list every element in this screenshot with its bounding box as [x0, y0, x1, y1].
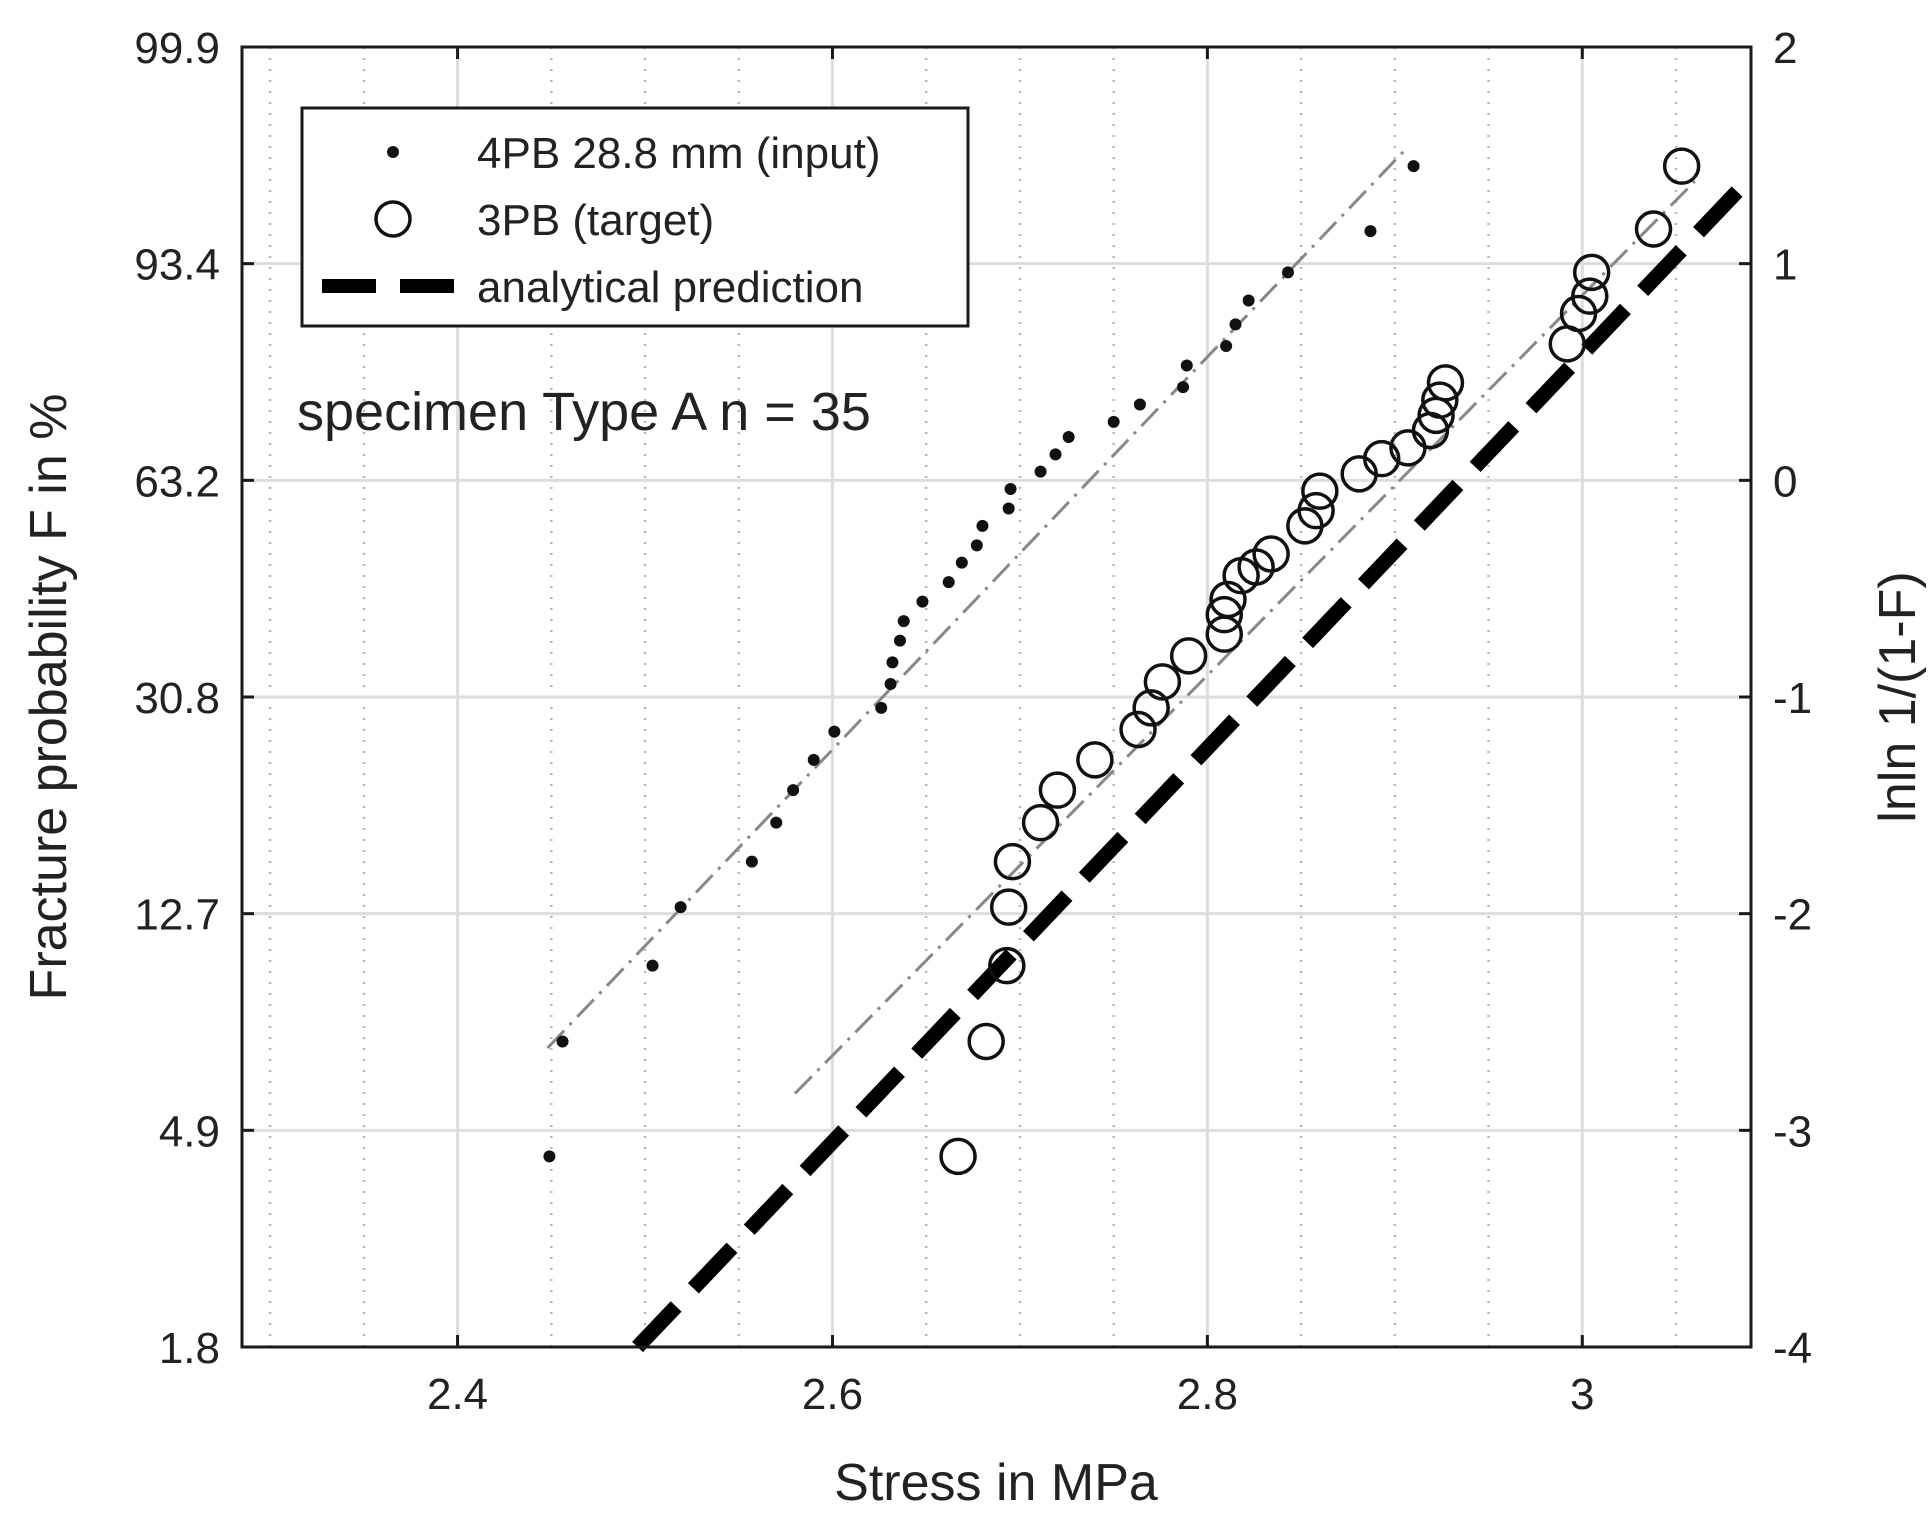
data-point-4pb: [1180, 359, 1193, 372]
data-point-4pb: [543, 1150, 556, 1163]
y-tick-label-right: -2: [1773, 891, 1812, 940]
data-point-3pb: [989, 888, 1028, 926]
data-point-3pb: [1205, 595, 1244, 634]
y-axis-label-right: lnln 1/(1-F): [1869, 571, 1927, 822]
data-point-4pb: [1281, 266, 1294, 279]
data-point-3pb: [1021, 803, 1060, 842]
data-point-3pb: [1038, 771, 1077, 809]
x-tick-label: 2.4: [427, 1370, 488, 1419]
data-point-3pb: [1169, 637, 1208, 675]
data-point-4pb: [893, 634, 906, 647]
data-point-4pb: [1004, 483, 1017, 495]
data-point-4pb: [807, 753, 820, 766]
data-point-4pb: [897, 615, 910, 628]
data-point-4pb: [1407, 160, 1420, 173]
data-point-4pb: [1229, 318, 1242, 331]
legend-dot-marker: [387, 146, 399, 158]
data-point-4pb: [916, 595, 929, 608]
chart-annotation: specimen Type A n = 35: [297, 382, 871, 442]
y-tick-label-left: 99.9: [134, 24, 220, 73]
data-point-4pb: [955, 556, 968, 569]
data-point-3pb: [1076, 741, 1114, 779]
data-point-4pb: [556, 1035, 569, 1048]
y-tick-label-right: 2: [1773, 24, 1797, 73]
y-tick-label-right: 0: [1773, 457, 1797, 506]
data-point-4pb: [770, 816, 783, 829]
data-points: [543, 147, 1701, 1176]
data-point-3pb: [1662, 147, 1701, 185]
analytical-prediction-line: [632, 171, 1757, 1353]
data-point-4pb: [875, 701, 888, 714]
data-point-3pb: [1132, 689, 1170, 727]
y-tick-label-right: -3: [1773, 1107, 1812, 1156]
data-point-4pb: [1220, 340, 1233, 352]
data-point-4pb: [886, 656, 899, 669]
data-point-4pb: [828, 725, 841, 738]
data-point-4pb: [1034, 465, 1047, 478]
data-point-4pb: [1177, 381, 1190, 394]
x-axis-label: Stress in MPa: [834, 1454, 1158, 1512]
data-point-4pb: [1242, 294, 1255, 307]
data-point-3pb: [1209, 580, 1247, 619]
x-tick-label: 3: [1570, 1370, 1594, 1419]
y-tick-label-left: 30.8: [134, 674, 220, 723]
data-point-4pb: [1049, 448, 1062, 461]
data-point-3pb: [1572, 253, 1611, 292]
data-point-3pb: [993, 842, 1032, 881]
y-tick-label-right: -1: [1773, 674, 1812, 723]
data-point-4pb: [1133, 398, 1146, 411]
data-point-4pb: [942, 576, 955, 589]
data-point-3pb: [939, 1137, 977, 1176]
legend-label-analytical: analytical prediction: [477, 263, 863, 312]
data-point-3pb: [1634, 210, 1673, 248]
y-tick-label-left: 4.9: [159, 1107, 220, 1156]
y-tick-label-left: 63.2: [134, 457, 220, 506]
y-tick-label-left: 12.7: [134, 891, 220, 940]
y-tick-label-right: 1: [1773, 241, 1797, 290]
data-point-4pb: [1364, 225, 1377, 238]
data-point-4pb: [976, 519, 989, 532]
x-tick-label: 2.6: [802, 1370, 863, 1419]
fit-lines: [546, 147, 1757, 1353]
data-point-3pb: [1297, 491, 1335, 530]
legend-circle-marker: [374, 200, 412, 238]
data-point-3pb: [1143, 663, 1182, 701]
legend-label-input: 4PB 28.8 mm (input): [477, 129, 881, 178]
data-point-4pb: [745, 855, 758, 868]
legend-label-target: 3PB (target): [477, 196, 714, 245]
y-tick-label-left: 1.8: [159, 1324, 220, 1373]
data-point-3pb: [1421, 381, 1459, 419]
data-point-4pb: [646, 959, 659, 972]
y-tick-label-right: -4: [1773, 1324, 1812, 1373]
data-point-3pb: [1252, 535, 1290, 573]
data-point-4pb: [674, 901, 687, 914]
data-point-4pb: [1107, 415, 1120, 428]
data-point-3pb: [1426, 364, 1465, 402]
data-point-3pb: [1571, 277, 1609, 315]
y-axis-label-left: Fracture probability F in %: [20, 394, 78, 1001]
data-point-4pb: [884, 678, 897, 690]
data-point-3pb: [1362, 439, 1401, 478]
data-point-3pb: [988, 946, 1026, 985]
data-point-4pb: [1062, 431, 1075, 443]
y-tick-label-left: 93.4: [134, 241, 220, 290]
data-point-3pb: [1301, 472, 1339, 510]
x-tick-label: 2.8: [1177, 1370, 1238, 1419]
axis-ticks: 2.4 2.6 2.8 3 1.8 -4 4.9 -3 12.7 -2 30.8 -1 63.2 0 93.…: [134, 24, 1812, 1419]
legend: 4PB 28.8 mm (input) 3PB (target) analyti…: [300, 106, 970, 328]
fit-line: [546, 147, 1408, 1050]
data-point-4pb: [1002, 502, 1015, 515]
data-point-3pb: [967, 1022, 1005, 1061]
data-point-4pb: [970, 539, 983, 552]
data-point-4pb: [787, 784, 800, 797]
data-point-3pb: [1119, 710, 1157, 749]
